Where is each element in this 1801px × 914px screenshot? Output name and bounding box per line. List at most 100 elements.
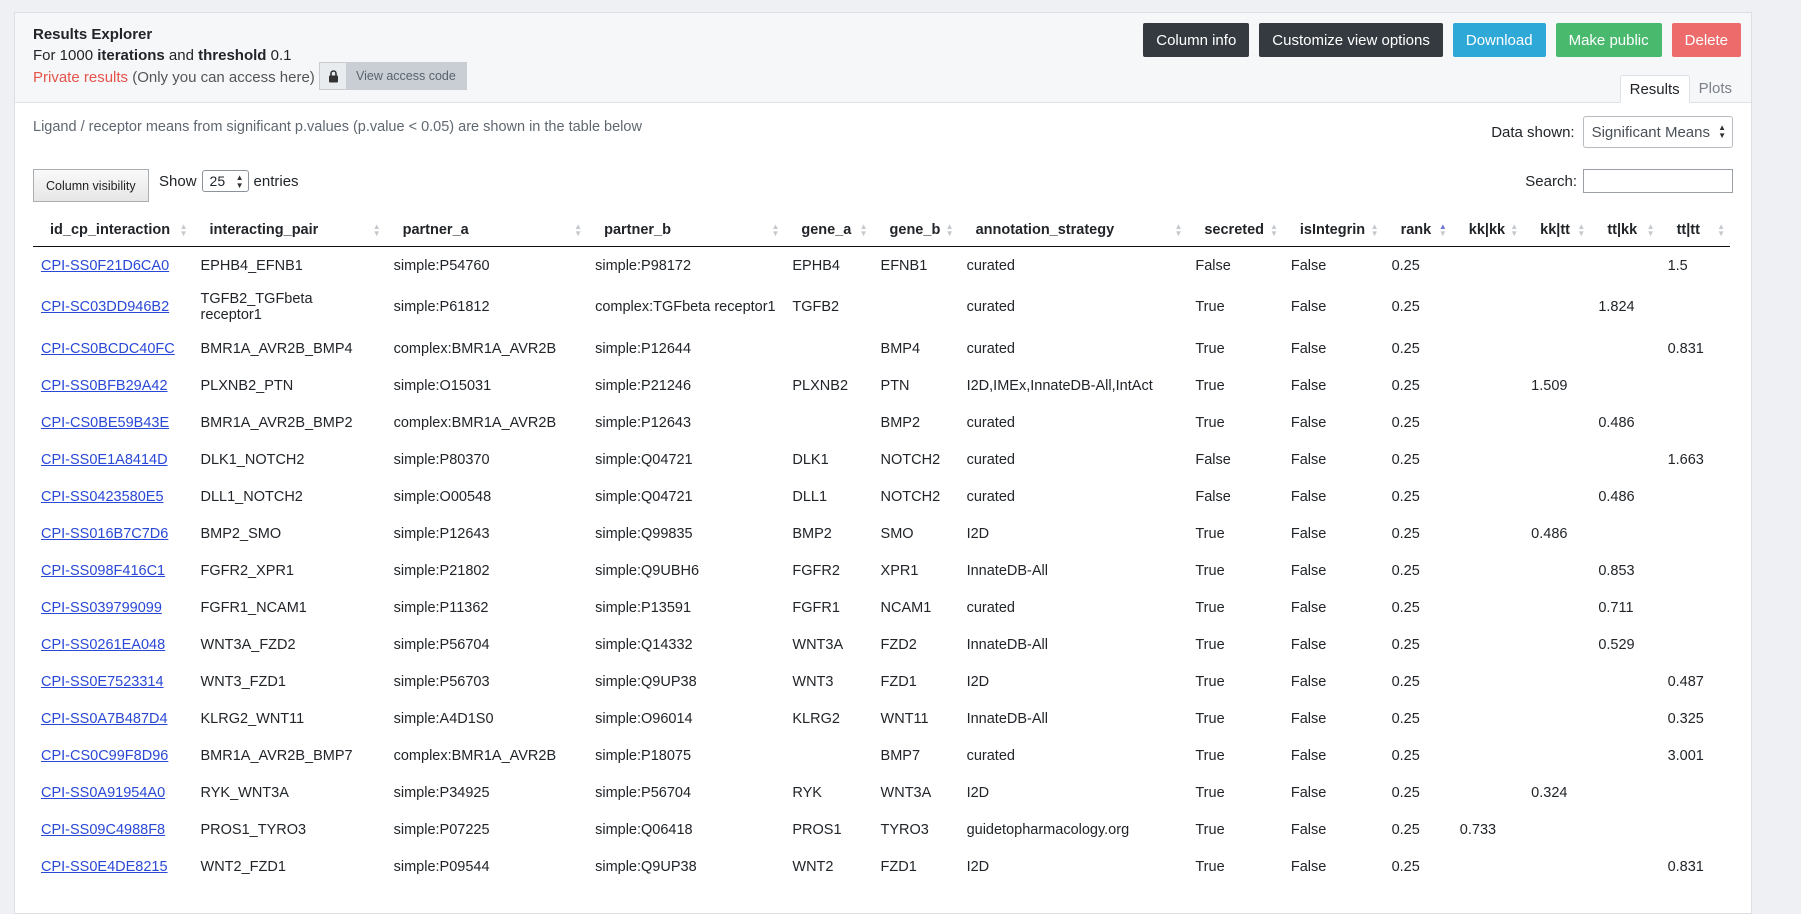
delete-button[interactable]: Delete <box>1671 23 1741 57</box>
cell-tt-kk: 0.853 <box>1598 562 1635 579</box>
sort-icon: ▲ ▼ <box>574 222 583 238</box>
interaction-id-link[interactable]: CPI-CS0BCDC40FC <box>41 340 175 357</box>
sort-icon: ▲ ▼ <box>179 222 188 238</box>
interaction-id-link[interactable]: CPI-SS0A91954A0 <box>41 784 166 801</box>
cell-isintegrin: False <box>1290 257 1327 274</box>
download-button[interactable]: Download <box>1452 23 1546 57</box>
cell-partner-a: simple:P54760 <box>393 257 490 274</box>
column-header-kk-kk[interactable]: kk|kk ▲ ▼ <box>1451 213 1524 247</box>
data-shown-select[interactable]: Significant Means ▲ ▼ <box>1582 116 1733 148</box>
column-header-isintegrin[interactable]: isIntegrin ▲ ▼ <box>1282 213 1384 247</box>
search-input[interactable] <box>1583 169 1733 193</box>
cell-kk-tt <box>1523 330 1590 367</box>
view-access-code-button[interactable]: View access code <box>346 63 466 89</box>
interaction-id-link[interactable]: CPI-CS0BE59B43E <box>41 414 170 431</box>
cell-tt-tt: 0.325 <box>1667 710 1704 727</box>
interaction-id-link[interactable]: CPI-SS0E4DE8215 <box>41 858 168 875</box>
interaction-id-link[interactable]: CPI-CS0C99F8D96 <box>41 747 169 764</box>
cell-tt-kk: 0.529 <box>1598 636 1635 653</box>
cell-kk-tt <box>1523 284 1590 330</box>
cell-tt-kk <box>1590 774 1659 811</box>
interaction-id-link[interactable]: CPI-SS098F416C1 <box>41 562 166 579</box>
cell-secreted: True <box>1195 636 1225 653</box>
entries-select[interactable]: 25 ▲ ▼ <box>201 170 249 192</box>
cell-tt-kk <box>1590 330 1659 367</box>
cell-rank: 0.25 <box>1391 858 1420 875</box>
cell-kk-tt <box>1523 737 1590 774</box>
column-header-partner-a[interactable]: partner_a ▲ ▼ <box>385 213 588 247</box>
sort-icon: ▲ ▼ <box>945 222 954 238</box>
tab-plots[interactable]: Plots <box>1698 79 1732 97</box>
cell-gene-b: PTN <box>880 377 910 394</box>
interaction-id-link[interactable]: CPI-SS016B7C7D6 <box>41 525 169 542</box>
interaction-id-link[interactable]: CPI-SS0261EA048 <box>41 636 166 653</box>
column-header-gene-b[interactable]: gene_b ▲ ▼ <box>872 213 959 247</box>
column-header-gene-a[interactable]: gene_a ▲ ▼ <box>784 213 873 247</box>
interaction-id-link[interactable]: CPI-SS039799099 <box>41 599 162 616</box>
column-header-partner-b[interactable]: partner_b ▲ ▼ <box>587 213 785 247</box>
cell-kk-tt <box>1523 811 1590 848</box>
cell-gene-a: WNT3A <box>792 636 844 653</box>
cell-tt-kk <box>1590 367 1659 404</box>
select-arrows-icon: ▲ ▼ <box>235 173 244 190</box>
sort-icon: ▲ ▼ <box>1577 222 1586 238</box>
interaction-id-link[interactable]: CPI-SS0E1A8414D <box>41 451 168 468</box>
cell-annotation-strategy: curated <box>966 340 1015 357</box>
cell-rank: 0.25 <box>1391 525 1420 542</box>
customize-view-button[interactable]: Customize view options <box>1259 23 1443 57</box>
table-row: CPI-SS039799099 FGFR1_NCAM1 simple:P11362 s… <box>33 589 1730 626</box>
cell-isintegrin: False <box>1290 710 1327 727</box>
cell-interacting-pair: PLXNB2_PTN <box>200 377 294 394</box>
cell-annotation-strategy: I2D <box>966 525 990 542</box>
cell-tt-kk: 1.824 <box>1598 299 1635 315</box>
column-header-interacting-pair[interactable]: interacting_pair ▲ ▼ <box>192 213 386 247</box>
cell-rank: 0.25 <box>1391 340 1420 357</box>
cell-secreted: False <box>1195 488 1231 505</box>
make-public-button[interactable]: Make public <box>1555 23 1662 57</box>
column-header-tt-kk[interactable]: tt|kk ▲ ▼ <box>1590 213 1660 247</box>
interaction-id-link[interactable]: CPI-SS0BFB29A42 <box>41 377 168 394</box>
column-header-rank[interactable]: rank ▲ ▼ <box>1383 213 1452 247</box>
cell-rank: 0.25 <box>1391 414 1420 431</box>
tab-results[interactable]: Results <box>1619 75 1690 103</box>
lock-icon[interactable] <box>320 63 346 89</box>
cell-gene-b: WNT3A <box>880 784 932 801</box>
cell-rank: 0.25 <box>1391 488 1420 505</box>
sort-icon: ▲ ▼ <box>1269 222 1278 238</box>
cell-secreted: True <box>1195 858 1225 875</box>
cell-annotation-strategy: curated <box>966 414 1015 431</box>
interaction-id-link[interactable]: CPI-SS09C4988F8 <box>41 821 166 838</box>
column-visibility-button[interactable]: Column visibility <box>33 169 149 202</box>
sort-icon: ▲ ▼ <box>372 222 381 238</box>
cell-gene-a: WNT3 <box>792 673 834 690</box>
cell-gene-b: FZD1 <box>880 858 917 875</box>
cell-isintegrin: False <box>1290 636 1327 653</box>
table-row: CPI-SS016B7C7D6 BMP2_SMO simple:P12643 simp… <box>33 515 1730 552</box>
cell-partner-b: simple:Q04721 <box>595 488 693 505</box>
cell-gene-a: TGFB2 <box>792 299 840 315</box>
cell-gene-b: XPR1 <box>880 562 919 579</box>
cell-isintegrin: False <box>1290 821 1327 838</box>
column-header-annotation-strategy[interactable]: annotation_strategy ▲ ▼ <box>958 213 1188 247</box>
cell-annotation-strategy: curated <box>966 257 1015 274</box>
interaction-id-link[interactable]: CPI-SS0A7B487D4 <box>41 710 168 727</box>
cell-annotation-strategy: I2D,IMEx,InnateDB-All,IntAct <box>966 377 1153 394</box>
column-header-tt-tt[interactable]: tt|tt ▲ ▼ <box>1659 213 1730 247</box>
column-header-label: annotation_strategy <box>975 221 1115 238</box>
interaction-id-link[interactable]: CPI-SS0F21D6CA0 <box>41 257 170 274</box>
column-header-id-cp-interaction[interactable]: id_cp_interaction ▲ ▼ <box>33 213 193 247</box>
column-info-button[interactable]: Column info <box>1143 23 1250 57</box>
table-row: CPI-SS0A7B487D4 KLRG2_WNT11 simple:A4D1S0 s… <box>33 700 1730 737</box>
table-header-row: id_cp_interaction ▲ ▼ interacting_pair ▲ ▼ par… <box>33 213 1730 247</box>
iterations-label: iterations <box>97 47 165 64</box>
cell-rank: 0.25 <box>1391 299 1420 315</box>
column-header-secreted[interactable]: secreted ▲ ▼ <box>1187 213 1283 247</box>
private-results-label: Private results <box>33 69 129 86</box>
cell-rank: 0.25 <box>1391 821 1420 838</box>
interaction-id-link[interactable]: CPI-SC03DD946B2 <box>41 299 170 315</box>
column-header-kk-tt[interactable]: kk|tt ▲ ▼ <box>1523 213 1591 247</box>
interaction-id-link[interactable]: CPI-SS0423580E5 <box>41 488 164 505</box>
cell-secreted: True <box>1195 599 1225 616</box>
cell-gene-b <box>873 284 959 330</box>
interaction-id-link[interactable]: CPI-SS0E7523314 <box>41 673 164 690</box>
